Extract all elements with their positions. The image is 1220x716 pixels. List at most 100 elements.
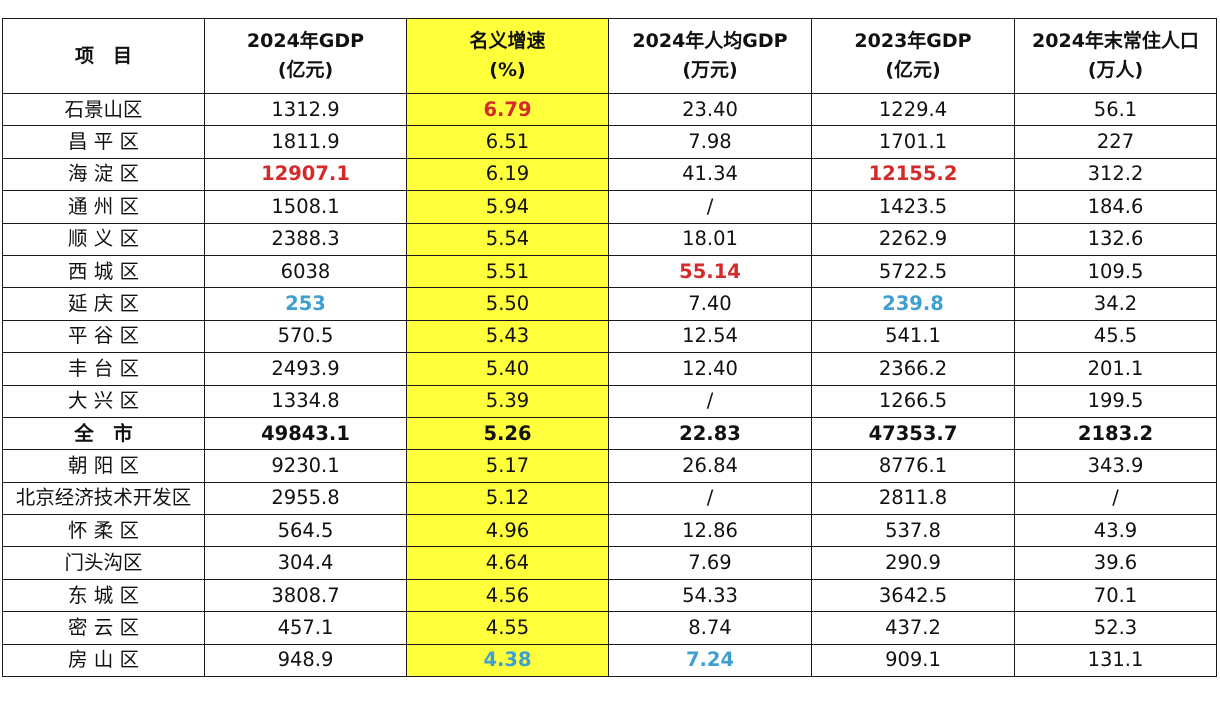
- gdp-2024-cell: 253: [204, 287, 407, 321]
- header-item: 项 目: [2, 18, 205, 94]
- per-capita-cell: 7.24: [608, 643, 812, 678]
- population-cell: 45.5: [1014, 319, 1217, 354]
- growth-cell: 4.55: [406, 611, 609, 645]
- growth-cell: 4.64: [406, 546, 609, 580]
- gdp-2024-cell: 304.4: [204, 546, 407, 580]
- table-row: 石景山区 1312.9 6.79 23.40 1229.4 56.1: [2, 92, 1217, 127]
- table-row: 丰 台 区 2493.9 5.40 12.40 2366.2 201.1: [2, 352, 1217, 386]
- gdp-2024-cell: 49843.1: [204, 416, 407, 451]
- district-name-cell: 海 淀 区: [2, 157, 205, 192]
- gdp-2023-cell: 3642.5: [811, 578, 1015, 613]
- gdp-2023-cell: 1229.4: [811, 92, 1015, 127]
- gdp-2024-cell: 948.9: [204, 643, 407, 678]
- table-row: 海 淀 区 12907.1 6.19 41.34 12155.2 312.2: [2, 157, 1217, 192]
- district-name-cell: 石景山区: [2, 92, 205, 127]
- population-cell: 132.6: [1014, 222, 1217, 256]
- per-capita-cell: 22.83: [608, 416, 812, 451]
- per-capita-cell: 55.14: [608, 254, 812, 289]
- district-name-cell: 昌 平 区: [2, 125, 205, 159]
- per-capita-cell: 12.54: [608, 319, 812, 354]
- gdp-2024-cell: 6038: [204, 254, 407, 289]
- header-gdp-2023: 2023年GDP (亿元): [811, 18, 1015, 94]
- population-cell: 312.2: [1014, 157, 1217, 192]
- gdp-2023-cell: 2262.9: [811, 222, 1015, 256]
- table-row: 东 城 区 3808.7 4.56 54.33 3642.5 70.1: [2, 578, 1217, 613]
- district-name-cell: 房 山 区: [2, 643, 205, 678]
- district-name-cell: 西 城 区: [2, 254, 205, 289]
- district-name-cell: 北京经济技术开发区: [2, 481, 205, 516]
- gdp-2024-cell: 2955.8: [204, 481, 407, 516]
- growth-cell: 5.40: [406, 352, 609, 386]
- gdp-2023-cell: 1266.5: [811, 384, 1015, 418]
- population-cell: /: [1014, 481, 1217, 516]
- population-cell: 56.1: [1014, 92, 1217, 127]
- population-cell: 227: [1014, 125, 1217, 159]
- population-cell: 34.2: [1014, 287, 1217, 321]
- per-capita-cell: /: [608, 384, 812, 418]
- header-growth: 名义增速 (%): [406, 18, 609, 94]
- growth-cell: 5.50: [406, 287, 609, 321]
- gdp-2023-cell: 8776.1: [811, 449, 1015, 483]
- table-row: 通 州 区 1508.1 5.94/1423.5 184.6: [2, 190, 1217, 224]
- gdp-2023-cell: 12155.2: [811, 157, 1015, 192]
- per-capita-cell: 7.40: [608, 287, 812, 321]
- growth-cell: 4.56: [406, 578, 609, 613]
- gdp-2023-cell: 2811.8: [811, 481, 1015, 516]
- growth-cell: 5.12: [406, 481, 609, 516]
- population-cell: 199.5: [1014, 384, 1217, 418]
- gdp-2024-cell: 2493.9: [204, 352, 407, 386]
- district-name-cell: 平 谷 区: [2, 319, 205, 354]
- per-capita-cell: 7.69: [608, 546, 812, 580]
- district-name-cell: 东 城 区: [2, 578, 205, 613]
- gdp-2023-cell: 909.1: [811, 643, 1015, 678]
- table-row: 昌 平 区 1811.9 6.51 7.98 1701.1 227: [2, 125, 1217, 159]
- gdp-2024-cell: 3808.7: [204, 578, 407, 613]
- gdp-2024-cell: 12907.1: [204, 157, 407, 192]
- growth-cell: 5.39: [406, 384, 609, 418]
- per-capita-cell: 23.40: [608, 92, 812, 127]
- header-gdp-2024: 2024年GDP (亿元): [204, 18, 407, 94]
- population-cell: 2183.2: [1014, 416, 1217, 451]
- growth-cell: 4.96: [406, 514, 609, 548]
- gdp-2023-cell: 1701.1: [811, 125, 1015, 159]
- per-capita-cell: 41.34: [608, 157, 812, 192]
- population-cell: 184.6: [1014, 190, 1217, 224]
- growth-cell: 5.54: [406, 222, 609, 256]
- gdp-2024-cell: 9230.1: [204, 449, 407, 483]
- district-name-cell: 通 州 区: [2, 190, 205, 224]
- district-name-cell: 延 庆 区: [2, 287, 205, 321]
- per-capita-cell: 18.01: [608, 222, 812, 256]
- gdp-2024-cell: 1334.8: [204, 384, 407, 418]
- population-cell: 109.5: [1014, 254, 1217, 289]
- table-row: 怀 柔 区 564.5 4.96 12.86 537.8 43.9: [2, 514, 1217, 548]
- gdp-2023-cell: 239.8: [811, 287, 1015, 321]
- district-name-cell: 朝 阳 区: [2, 449, 205, 483]
- gdp-2024-cell: 457.1: [204, 611, 407, 645]
- gdp-2024-cell: 1508.1: [204, 190, 407, 224]
- header-row: 项 目 2024年GDP (亿元) 名义增速 (%) 2024年人均GDP (万元) …: [2, 18, 1217, 94]
- table-row: 全 市 49843.1 5.26 22.83 47353.7 2183.2: [2, 416, 1217, 451]
- per-capita-cell: /: [608, 190, 812, 224]
- growth-cell: 5.17: [406, 449, 609, 483]
- district-name-cell: 丰 台 区: [2, 352, 205, 386]
- gdp-2023-cell: 1423.5: [811, 190, 1015, 224]
- growth-cell: 6.51: [406, 125, 609, 159]
- growth-cell: 5.26: [406, 416, 609, 451]
- per-capita-cell: 7.98: [608, 125, 812, 159]
- gdp-2023-cell: 541.1: [811, 319, 1015, 354]
- gdp-2023-cell: 5722.5: [811, 254, 1015, 289]
- per-capita-cell: /: [608, 481, 812, 516]
- population-cell: 43.9: [1014, 514, 1217, 548]
- gdp-2024-cell: 564.5: [204, 514, 407, 548]
- gdp-2023-cell: 2366.2: [811, 352, 1015, 386]
- growth-cell: 6.79: [406, 92, 609, 127]
- population-cell: 52.3: [1014, 611, 1217, 645]
- table-row: 平 谷 区 570.5 5.43 12.54 541.1 45.5: [2, 319, 1217, 354]
- table-row: 门头沟区 304.4 4.64 7.69 290.9 39.6: [2, 546, 1217, 580]
- population-cell: 343.9: [1014, 449, 1217, 483]
- population-cell: 39.6: [1014, 546, 1217, 580]
- district-name-cell: 顺 义 区: [2, 222, 205, 256]
- district-name-cell: 密 云 区: [2, 611, 205, 645]
- table-row: 密 云 区 457.1 4.55 8.74 437.2 52.3: [2, 611, 1217, 645]
- per-capita-cell: 54.33: [608, 578, 812, 613]
